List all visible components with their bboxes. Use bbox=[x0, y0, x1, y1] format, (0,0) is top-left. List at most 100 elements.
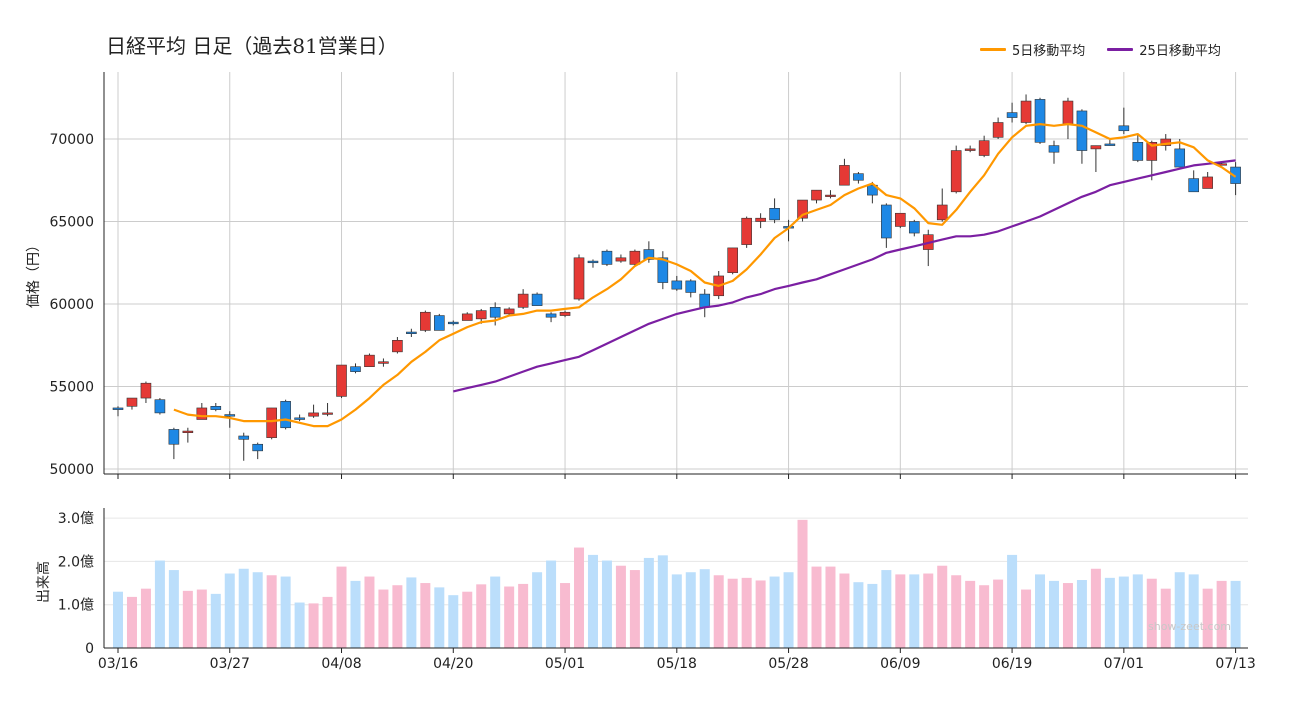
volume-bar bbox=[615, 565, 626, 648]
candle-body bbox=[978, 140, 990, 156]
volume-bar bbox=[965, 580, 976, 648]
candle-body bbox=[280, 401, 291, 429]
x-tick-label: 07/01 bbox=[1104, 656, 1144, 672]
volume-bar bbox=[629, 570, 640, 648]
candle-body bbox=[1202, 176, 1213, 189]
volume-bar bbox=[951, 575, 962, 648]
candle-body bbox=[210, 405, 222, 410]
volume-bar bbox=[895, 574, 906, 648]
axis-labels: 50000 55000 60000 65000 70000 03/16 03/27 04/08… bbox=[26, 132, 1256, 672]
price-tick-label: 60000 bbox=[49, 297, 94, 313]
volume-bar bbox=[909, 574, 920, 648]
candle-body bbox=[587, 260, 599, 264]
candle-body bbox=[573, 257, 585, 300]
candle-body bbox=[434, 315, 445, 331]
volume-bar bbox=[1202, 588, 1213, 648]
candle-body bbox=[895, 212, 906, 227]
candle-body bbox=[755, 217, 766, 222]
candle-body bbox=[908, 221, 920, 234]
volume-bar bbox=[937, 565, 948, 648]
candle-body bbox=[140, 382, 152, 399]
volume-tick-label: 0 bbox=[85, 641, 94, 657]
volume-bar bbox=[1216, 580, 1227, 648]
candle-body bbox=[559, 311, 571, 316]
volume-bar bbox=[1090, 568, 1101, 648]
volume-bar bbox=[420, 583, 431, 648]
candle-body bbox=[992, 122, 1004, 138]
volume-bar bbox=[154, 560, 165, 648]
price-tick-label: 55000 bbox=[49, 380, 94, 396]
candle-body bbox=[1076, 110, 1088, 151]
candle-body bbox=[936, 204, 948, 221]
price-tick-label: 65000 bbox=[49, 215, 94, 231]
candle-body bbox=[406, 331, 417, 334]
candle-body bbox=[336, 364, 347, 397]
volume-bar bbox=[308, 603, 319, 648]
candle-body bbox=[1146, 142, 1158, 161]
candle-body bbox=[517, 293, 529, 308]
volume-bar bbox=[168, 570, 179, 648]
chart-title: 日経平均 日足（過去81営業日） bbox=[106, 34, 398, 58]
candle-body bbox=[252, 443, 263, 452]
volume-bar bbox=[252, 572, 263, 648]
volume-tick-label: 1.0億 bbox=[58, 598, 94, 614]
candle-body bbox=[950, 150, 962, 193]
candle-body bbox=[461, 313, 473, 321]
candle-body bbox=[699, 293, 711, 308]
volume-tick-label: 2.0億 bbox=[58, 554, 94, 570]
candle-body bbox=[825, 194, 836, 197]
volume-bar bbox=[476, 584, 487, 648]
legend-label-ma25: 25日移動平均 bbox=[1139, 44, 1221, 59]
candle-body bbox=[867, 184, 878, 196]
candle-body bbox=[447, 321, 459, 325]
candle-body bbox=[797, 199, 808, 219]
candle-body bbox=[503, 308, 515, 315]
volume-bar bbox=[1048, 580, 1059, 648]
volume-bar bbox=[657, 555, 668, 648]
volume-bar bbox=[126, 596, 137, 648]
axes bbox=[103, 72, 1248, 653]
candle-body bbox=[1034, 99, 1046, 143]
candle-body bbox=[1118, 125, 1130, 132]
volume-bar bbox=[839, 573, 850, 648]
volume-bar bbox=[182, 590, 193, 648]
volume-bar bbox=[392, 585, 403, 648]
volume-bar bbox=[881, 570, 892, 648]
candle-body bbox=[350, 366, 361, 372]
volume-bar bbox=[560, 583, 571, 648]
ma25-line bbox=[453, 159, 1236, 393]
volume-bar bbox=[1007, 554, 1018, 648]
candle-body bbox=[1132, 142, 1144, 161]
volume-bar bbox=[490, 576, 501, 648]
volume-bar bbox=[266, 575, 277, 648]
volume-bar bbox=[1188, 574, 1199, 648]
candle-body bbox=[266, 407, 277, 438]
volume-bar bbox=[322, 596, 333, 648]
x-tick-label: 03/16 bbox=[98, 656, 138, 672]
volume-bar bbox=[518, 583, 529, 648]
volume-bar bbox=[1076, 580, 1087, 648]
candle-body bbox=[1048, 145, 1060, 153]
volume-bar bbox=[601, 560, 612, 648]
volume-bar bbox=[1118, 576, 1129, 648]
candle-body bbox=[475, 310, 487, 320]
candle-body bbox=[671, 280, 683, 290]
volume-bar bbox=[727, 578, 738, 648]
volume-bar bbox=[979, 585, 990, 648]
volume-bar bbox=[210, 593, 221, 648]
x-tick-label: 06/09 bbox=[880, 656, 920, 672]
candle-body bbox=[294, 417, 305, 420]
candle-body bbox=[531, 293, 543, 306]
candle-body bbox=[643, 249, 655, 260]
volume-bar bbox=[1035, 574, 1046, 648]
volume-bar bbox=[378, 589, 389, 648]
volume-bar bbox=[1174, 572, 1185, 648]
ma5-line bbox=[173, 123, 1237, 428]
volume-bar bbox=[825, 566, 836, 648]
volume-tick-label: 3.0億 bbox=[58, 511, 94, 527]
volume-bars bbox=[113, 519, 1241, 648]
candle-body bbox=[741, 217, 752, 245]
x-tick-label: 06/19 bbox=[992, 656, 1032, 672]
volume-bar bbox=[448, 595, 459, 648]
volume-bar bbox=[993, 579, 1004, 648]
